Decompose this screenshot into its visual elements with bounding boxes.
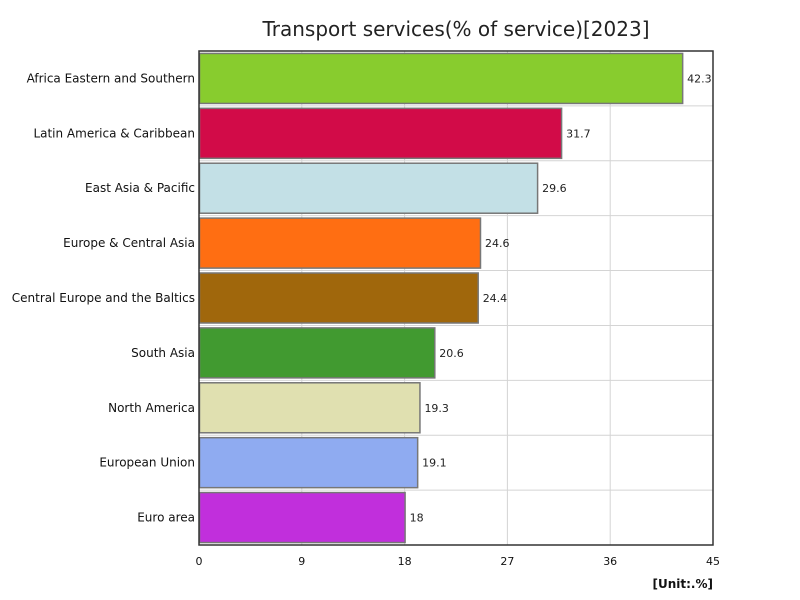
bar: [198, 491, 406, 544]
value-label: 19.1: [422, 457, 447, 470]
bar: [198, 107, 563, 160]
x-tick-label: 45: [706, 555, 720, 568]
category-label: Latin America & Caribbean: [33, 126, 195, 140]
bar: [198, 52, 684, 105]
value-label: 24.6: [485, 237, 510, 250]
value-label: 20.6: [439, 347, 464, 360]
x-tick-label: 27: [500, 555, 514, 568]
bar: [198, 217, 482, 269]
bar: [198, 327, 436, 379]
x-tick-label: 9: [298, 555, 305, 568]
x-tick-labels: 0 9 18 27 36 45: [196, 555, 721, 568]
value-label: 31.7: [566, 127, 591, 140]
value-label: 42.3: [687, 72, 712, 85]
category-label: Africa Eastern and Southern: [27, 71, 195, 85]
category-label: North America: [108, 401, 195, 415]
value-label: 24.4: [483, 292, 508, 305]
x-tick-label: 0: [196, 555, 203, 568]
category-label: Euro area: [137, 511, 195, 525]
bar: [198, 272, 479, 324]
bar: [198, 382, 421, 434]
bar: [198, 436, 419, 489]
category-label: South Asia: [131, 346, 195, 360]
value-label: 19.3: [424, 402, 449, 415]
x-tick-label: 36: [603, 555, 617, 568]
value-labels: 42.3 31.7 29.6 24.6 24.4 20.6 19.3 19.1 18: [410, 72, 712, 524]
plot-frame: [198, 50, 714, 546]
bar: [198, 162, 539, 214]
value-label: 29.6: [542, 182, 567, 195]
chart-title: Transport services(% of service)[2023]: [261, 17, 649, 41]
category-label: East Asia & Pacific: [85, 181, 195, 195]
unit-label: [Unit:.%]: [653, 577, 714, 591]
category-label: Europe & Central Asia: [63, 236, 195, 250]
category-labels: Africa Eastern and Southern Latin America…: [12, 71, 195, 524]
category-label: European Union: [99, 456, 195, 470]
category-label: Central Europe and the Baltics: [12, 291, 195, 305]
x-tick-label: 18: [398, 555, 412, 568]
bars: [198, 52, 684, 544]
value-label: 18: [410, 512, 424, 525]
